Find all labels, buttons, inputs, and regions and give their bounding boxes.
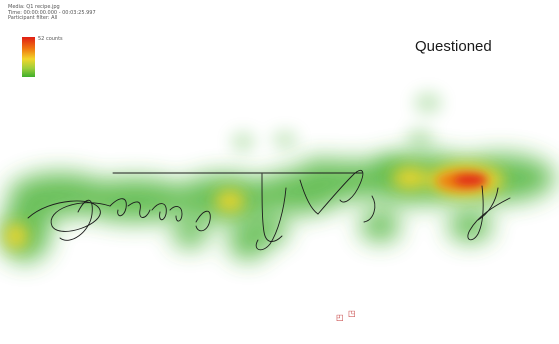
heatmap-faint-spots [231,92,442,180]
recording-info: Media: Q1 recipe.jpg Time: 00:00:00.000 … [8,4,96,22]
signature-handwriting [27,170,511,251]
heatmap-scale-bar [22,37,35,77]
heatmap-mid-band [4,164,504,249]
questioned-heading: Questioned [415,38,492,55]
heatmap-scale-label: 52 counts [38,36,63,42]
media-name: Media: Q1 recipe.jpg [8,4,60,10]
cursor-icon: ◳ [348,309,356,318]
heatmap-high-core [436,171,488,191]
cursor-icon: ◰ [336,313,344,322]
time-range: Time: 00:00:00.000 - 00:03:25.997 [8,9,96,16]
participant-filter: Participant filter: All [8,15,58,22]
